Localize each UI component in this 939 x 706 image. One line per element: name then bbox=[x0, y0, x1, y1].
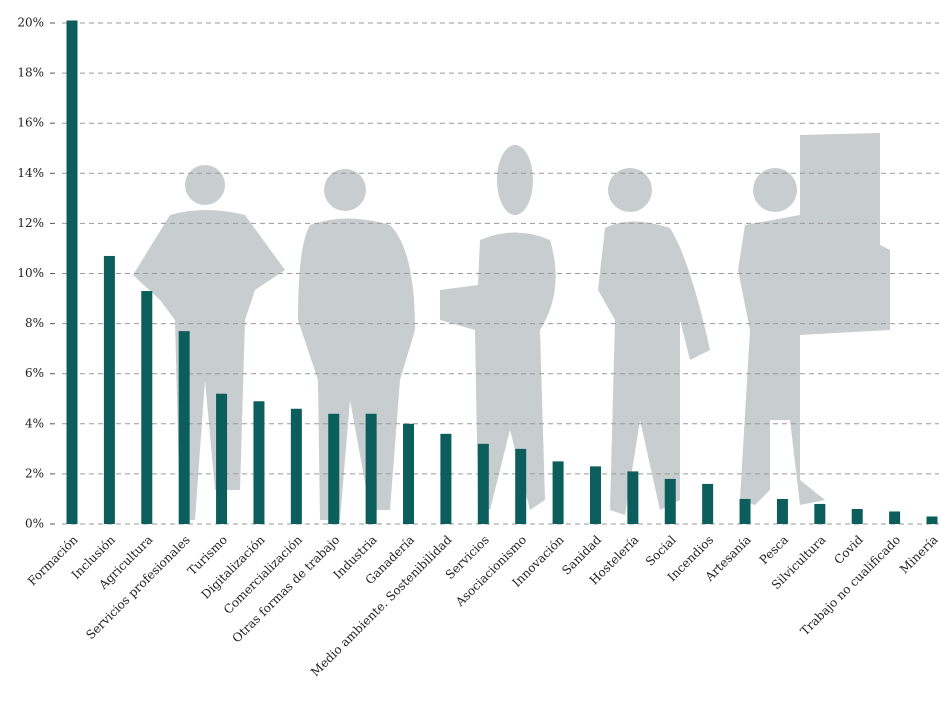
bar bbox=[440, 434, 451, 524]
y-tick-label: 4% bbox=[25, 416, 44, 430]
bar bbox=[665, 479, 676, 524]
bar bbox=[814, 504, 825, 524]
y-tick-label: 10% bbox=[17, 266, 44, 280]
y-tick-label: 18% bbox=[17, 66, 44, 80]
bar bbox=[627, 471, 638, 524]
bar bbox=[366, 414, 377, 524]
bar bbox=[253, 401, 264, 524]
x-tick-label: Social bbox=[643, 533, 679, 569]
x-tick-label: Covid bbox=[831, 532, 866, 567]
bar bbox=[179, 331, 190, 524]
y-tick-label: 6% bbox=[25, 366, 44, 380]
bar bbox=[141, 291, 152, 524]
y-tick-label: 14% bbox=[17, 166, 44, 180]
bar bbox=[590, 466, 601, 524]
bar bbox=[740, 499, 751, 524]
x-tick-label: Formación bbox=[25, 533, 81, 589]
bar bbox=[291, 409, 302, 524]
bar bbox=[927, 516, 938, 524]
bar bbox=[702, 484, 713, 524]
chart: 0%2%4%6%8%10%12%14%16%18%20%FormaciónInc… bbox=[0, 0, 939, 706]
y-tick-label: 2% bbox=[25, 466, 44, 480]
bar bbox=[104, 256, 115, 524]
bar bbox=[553, 461, 564, 524]
bar bbox=[403, 424, 414, 524]
bar bbox=[216, 394, 227, 524]
bar bbox=[328, 414, 339, 524]
bar bbox=[777, 499, 788, 524]
y-tick-label: 0% bbox=[25, 517, 44, 531]
bar bbox=[515, 449, 526, 524]
y-tick-label: 20% bbox=[17, 16, 44, 30]
x-tick-label: Minería bbox=[897, 533, 939, 577]
y-tick-label: 8% bbox=[25, 316, 44, 330]
bar bbox=[852, 509, 863, 524]
y-tick-label: 16% bbox=[17, 116, 44, 130]
bar bbox=[889, 511, 900, 524]
bar bbox=[478, 444, 489, 524]
silhouettes bbox=[133, 133, 890, 520]
x-tick-label: Pesca bbox=[757, 533, 791, 567]
y-tick-label: 12% bbox=[17, 216, 44, 230]
bar bbox=[67, 20, 78, 524]
